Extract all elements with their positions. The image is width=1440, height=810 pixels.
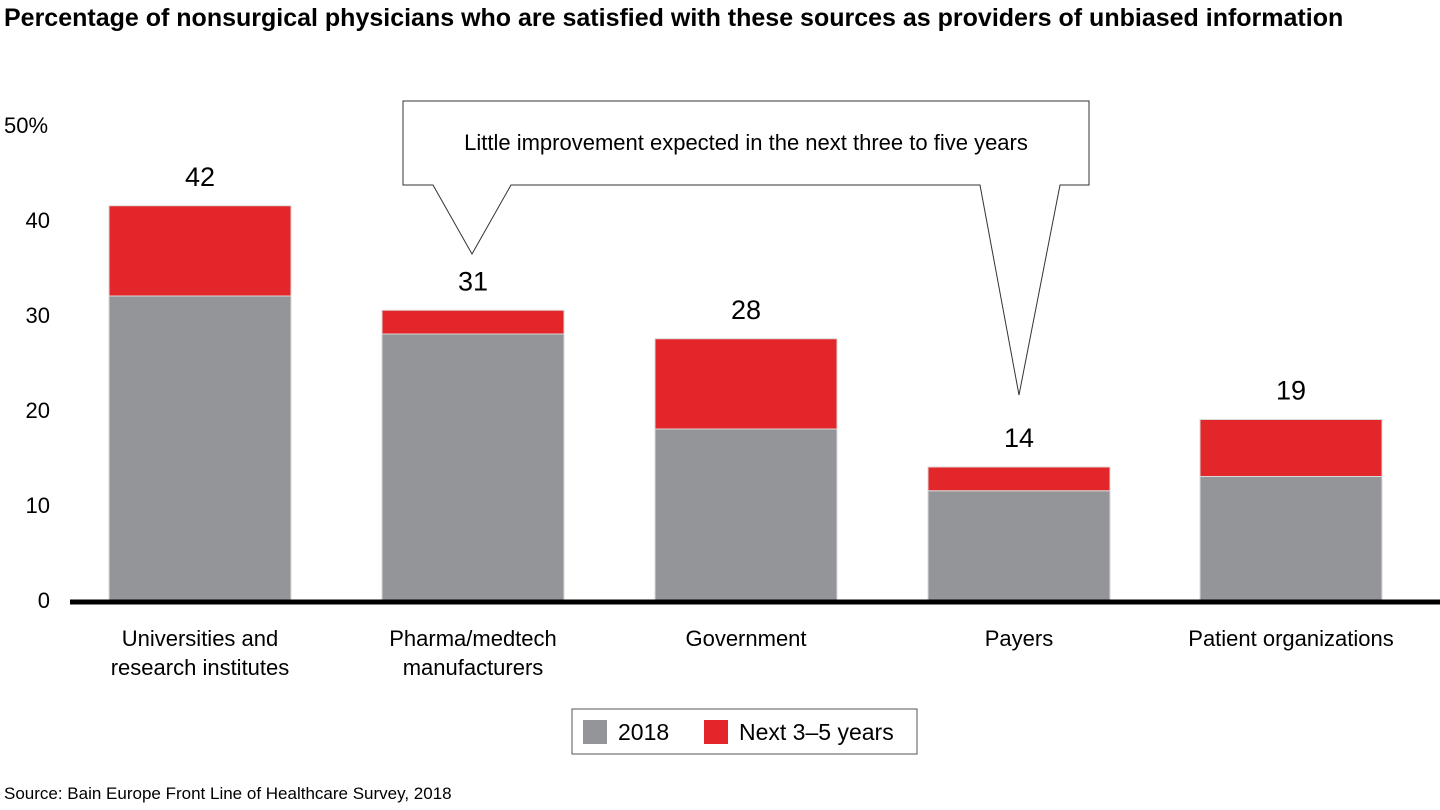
bar-segment-next-3-5-years xyxy=(381,309,565,335)
bar-segment-next-3-5-years xyxy=(108,205,292,297)
source-note: Source: Bain Europe Front Line of Health… xyxy=(4,784,452,803)
bar-segment-2018 xyxy=(654,428,838,601)
y-tick-label: 20 xyxy=(26,398,50,423)
y-tick-label: 30 xyxy=(26,303,50,328)
bar-segment-2018 xyxy=(1199,476,1383,601)
bar-total-label: 28 xyxy=(731,295,761,325)
x-tick-label: Payers xyxy=(985,626,1053,651)
legend-box xyxy=(571,708,918,755)
bar-total-label: 31 xyxy=(458,266,488,296)
y-tick-label: 40 xyxy=(26,208,50,233)
y-tick-label: 10 xyxy=(26,493,50,518)
bar-total-label: 14 xyxy=(1004,423,1034,453)
x-tick-label: Government xyxy=(685,626,806,651)
legend-swatch xyxy=(704,720,728,744)
x-tick-label: research institutes xyxy=(111,655,290,680)
bar-segment-next-3-5-years xyxy=(1199,419,1383,477)
legend-label: Next 3–5 years xyxy=(739,719,894,745)
x-tick-label: Pharma/medtech xyxy=(389,626,557,651)
bar-total-label: 19 xyxy=(1276,376,1306,406)
bar-segment-2018 xyxy=(927,490,1111,601)
bar-total-label: 42 xyxy=(185,162,215,192)
y-tick-label: 50% xyxy=(4,113,48,138)
legend-swatch xyxy=(583,720,607,744)
bar-segment-2018 xyxy=(108,295,292,601)
bar-segment-2018 xyxy=(381,333,565,601)
legend-label: 2018 xyxy=(618,719,669,745)
chart-title: Percentage of nonsurgical physicians who… xyxy=(4,4,1344,32)
annotation-text: Little improvement expected in the next … xyxy=(464,130,1028,155)
x-tick-label: Universities and xyxy=(122,626,279,651)
x-tick-label: Patient organizations xyxy=(1188,626,1393,651)
bar-segment-next-3-5-years xyxy=(654,338,838,430)
bar-segment-next-3-5-years xyxy=(927,466,1111,492)
annotation-callout xyxy=(402,100,1090,396)
x-tick-label: manufacturers xyxy=(403,655,544,680)
y-tick-label: 0 xyxy=(38,588,50,613)
